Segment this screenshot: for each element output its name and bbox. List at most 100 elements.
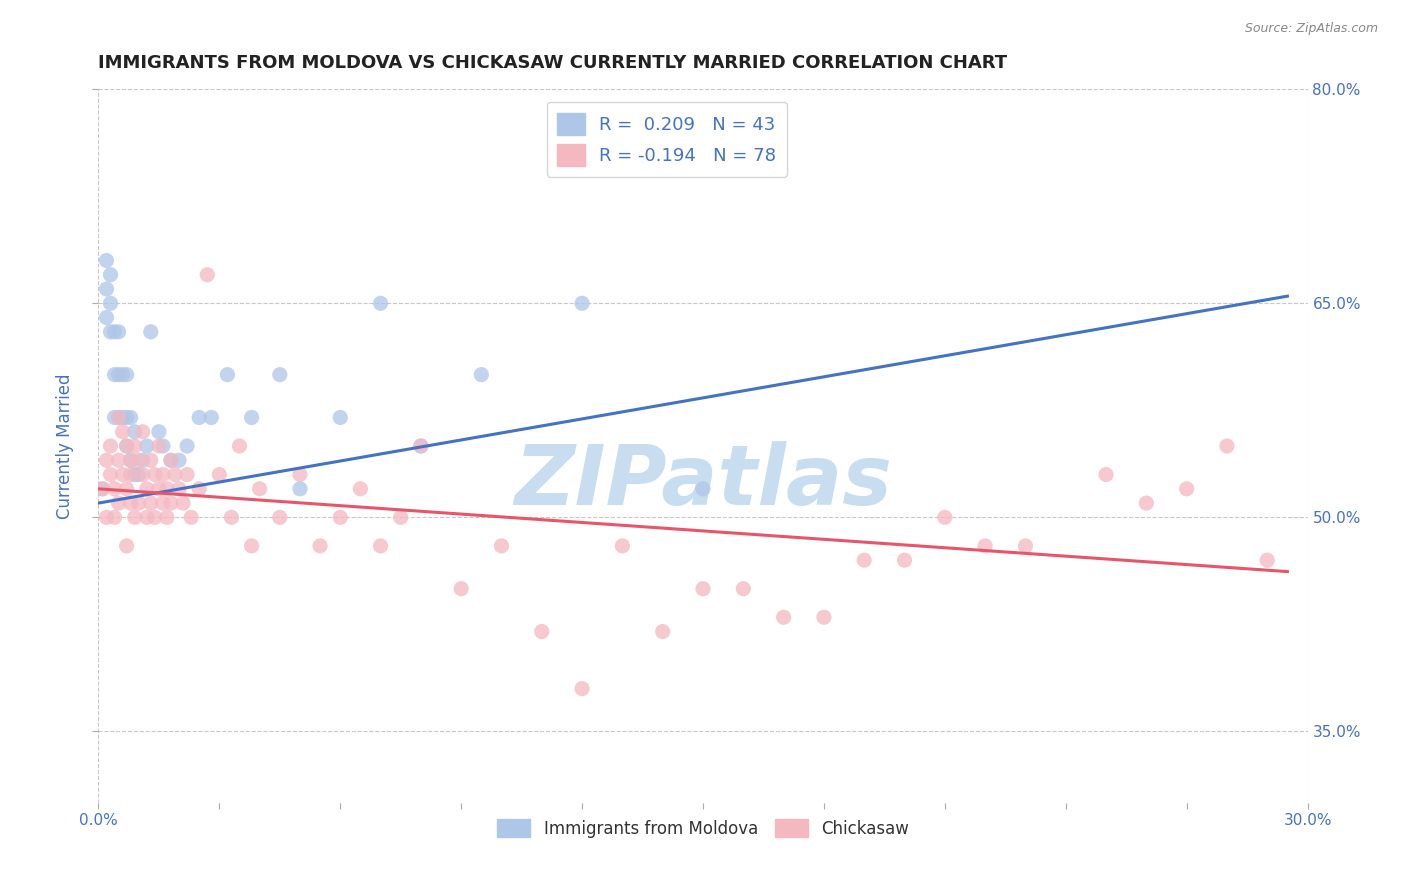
Point — [163, 467, 186, 482]
Point — [100, 296, 122, 310]
Point — [103, 510, 125, 524]
Point — [135, 439, 157, 453]
Y-axis label: Currently Married: Currently Married — [56, 373, 75, 519]
Point — [124, 467, 146, 482]
Point — [329, 410, 352, 425]
Point — [120, 467, 142, 482]
Point — [135, 510, 157, 524]
Point — [167, 453, 190, 467]
Point — [120, 453, 142, 467]
Point — [143, 510, 166, 524]
Point — [100, 268, 122, 282]
Point — [107, 368, 129, 382]
Point — [200, 410, 222, 425]
Point — [571, 681, 593, 696]
Point — [107, 496, 129, 510]
Point — [160, 453, 183, 467]
Point — [152, 496, 174, 510]
Point — [96, 282, 118, 296]
Point — [612, 539, 634, 553]
Point — [107, 453, 129, 467]
Point — [188, 482, 211, 496]
Text: ZIPatlas: ZIPatlas — [515, 442, 891, 522]
Point — [120, 496, 142, 510]
Point — [893, 553, 915, 567]
Point — [217, 368, 239, 382]
Point — [1095, 467, 1118, 482]
Point — [132, 425, 155, 439]
Point — [1014, 539, 1036, 553]
Point — [249, 482, 271, 496]
Point — [115, 368, 138, 382]
Point — [1175, 482, 1198, 496]
Point — [115, 482, 138, 496]
Point — [143, 467, 166, 482]
Point — [132, 467, 155, 482]
Point — [288, 467, 311, 482]
Point — [128, 496, 150, 510]
Point — [269, 368, 291, 382]
Point — [934, 510, 956, 524]
Point — [100, 325, 122, 339]
Point — [160, 453, 183, 467]
Point — [103, 368, 125, 382]
Point — [124, 425, 146, 439]
Point — [139, 325, 162, 339]
Point — [139, 453, 162, 467]
Point — [152, 439, 174, 453]
Point — [124, 439, 146, 453]
Point — [152, 467, 174, 482]
Point — [491, 539, 513, 553]
Point — [349, 482, 371, 496]
Point — [91, 482, 114, 496]
Point — [91, 482, 114, 496]
Point — [692, 582, 714, 596]
Point — [132, 453, 155, 467]
Point — [329, 510, 352, 524]
Point — [135, 482, 157, 496]
Point — [107, 410, 129, 425]
Point — [115, 539, 138, 553]
Point — [167, 482, 190, 496]
Point — [240, 539, 263, 553]
Point — [148, 425, 170, 439]
Point — [100, 467, 122, 482]
Legend: Immigrants from Moldova, Chickasaw: Immigrants from Moldova, Chickasaw — [491, 813, 915, 845]
Text: Source: ZipAtlas.com: Source: ZipAtlas.com — [1244, 22, 1378, 36]
Point — [100, 439, 122, 453]
Point — [111, 410, 134, 425]
Point — [240, 410, 263, 425]
Point — [1256, 553, 1278, 567]
Point — [370, 296, 392, 310]
Point — [309, 539, 332, 553]
Point — [156, 510, 179, 524]
Point — [172, 496, 194, 510]
Point — [176, 439, 198, 453]
Point — [974, 539, 997, 553]
Point — [571, 296, 593, 310]
Point — [651, 624, 673, 639]
Point — [124, 510, 146, 524]
Point — [115, 439, 138, 453]
Point — [148, 482, 170, 496]
Point — [128, 467, 150, 482]
Point — [1135, 496, 1157, 510]
Point — [160, 496, 183, 510]
Point — [128, 453, 150, 467]
Point — [530, 624, 553, 639]
Point — [208, 467, 231, 482]
Point — [853, 553, 876, 567]
Point — [120, 410, 142, 425]
Point — [107, 325, 129, 339]
Point — [148, 439, 170, 453]
Point — [96, 510, 118, 524]
Point — [228, 439, 250, 453]
Point — [96, 453, 118, 467]
Point — [115, 439, 138, 453]
Point — [156, 482, 179, 496]
Point — [409, 439, 432, 453]
Point — [470, 368, 492, 382]
Point — [370, 539, 392, 553]
Point — [96, 253, 118, 268]
Point — [772, 610, 794, 624]
